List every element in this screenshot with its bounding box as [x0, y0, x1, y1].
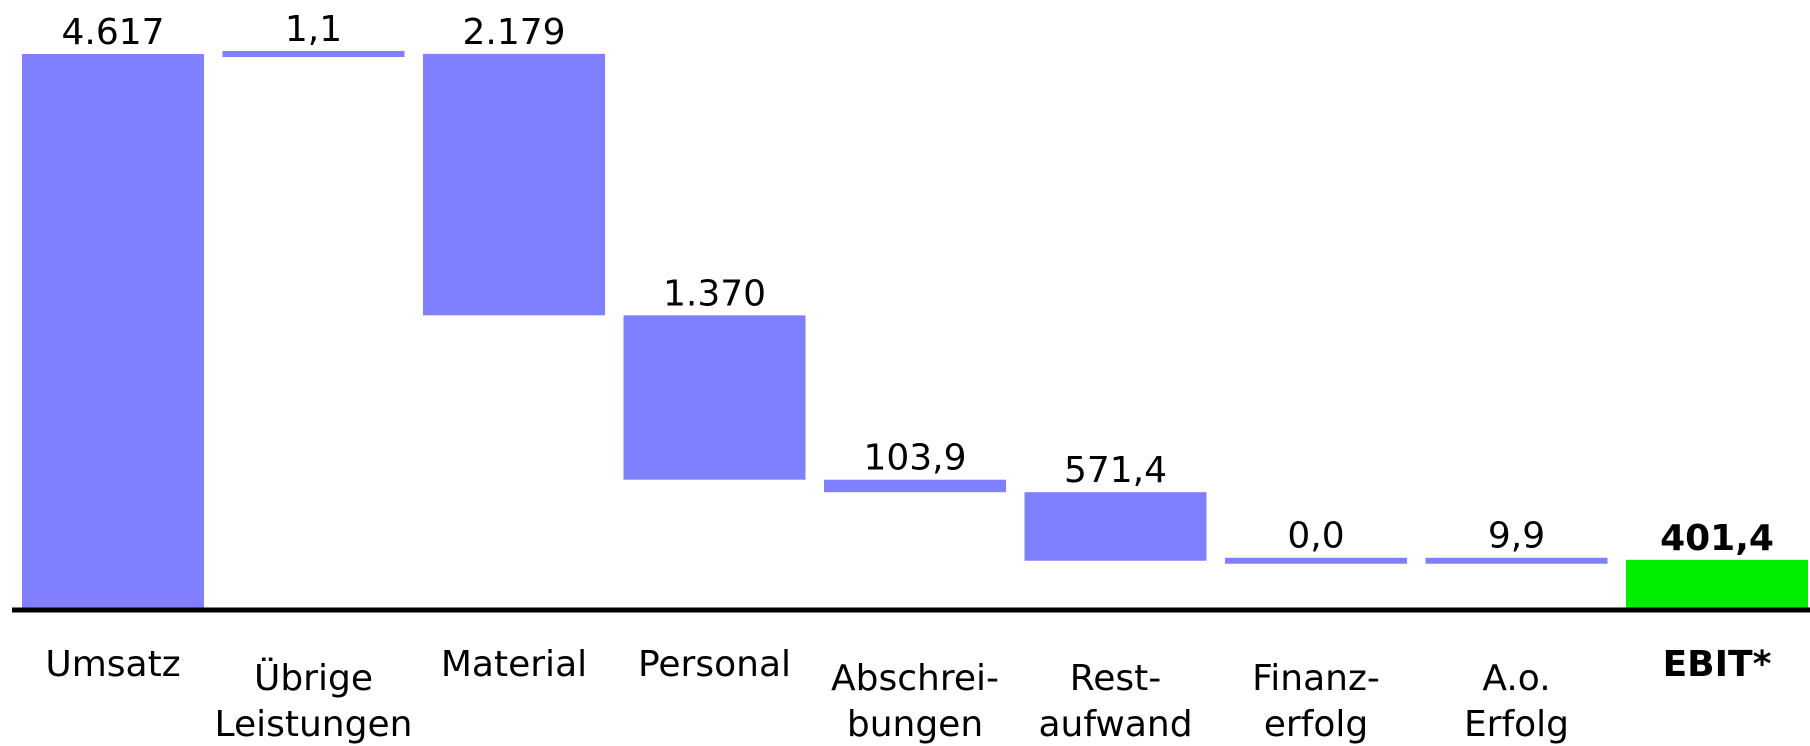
- category-label-line: Leistungen: [215, 704, 413, 745]
- category-label-5: Rest-aufwand: [1038, 658, 1192, 745]
- value-label-7: 9,9: [1488, 516, 1545, 557]
- bar-4: [824, 479, 1006, 493]
- bar-6: [1225, 557, 1407, 564]
- category-label-line: Personal: [638, 644, 791, 685]
- bar-7: [1425, 557, 1608, 564]
- value-label-4: 103,9: [863, 438, 966, 479]
- category-label-line: A.o.: [1482, 658, 1550, 699]
- category-label-line: Erfolg: [1464, 704, 1569, 745]
- category-label-7: A.o. Erfolg: [1464, 658, 1569, 745]
- category-label-line: EBIT*: [1663, 644, 1772, 685]
- value-label-1: 1,1: [285, 9, 342, 50]
- value-label-6: 0,0: [1287, 516, 1344, 557]
- category-label-3: Personal: [638, 644, 791, 685]
- category-label-line: Übrige: [254, 657, 373, 699]
- value-label-5: 571,4: [1064, 450, 1167, 491]
- category-label-4: Abschrei-bungen: [831, 658, 999, 745]
- category-label-line: bungen: [847, 704, 983, 745]
- bar-5: [1024, 492, 1207, 561]
- value-label-3: 1.370: [663, 273, 766, 314]
- value-label-0: 4.617: [61, 12, 164, 53]
- bar-3: [623, 315, 806, 480]
- category-label-1: Übrige Leistungen: [215, 657, 413, 745]
- category-label-line: Rest-: [1070, 658, 1161, 699]
- category-label-8: EBIT*: [1663, 644, 1772, 685]
- category-label-6: Finanz-erfolg: [1252, 658, 1380, 745]
- category-label-line: Finanz-: [1252, 658, 1380, 699]
- value-label-2: 2.179: [462, 12, 565, 53]
- category-labels-group: Umsatz Übrige Leistungen Material Personal Ab…: [45, 644, 1771, 745]
- category-label-line: Material: [441, 644, 587, 685]
- category-label-0: Umsatz: [45, 644, 180, 685]
- bar-2: [423, 53, 605, 316]
- category-label-line: aufwand: [1038, 704, 1192, 745]
- category-label-line: erfolg: [1264, 704, 1369, 745]
- category-label-line: Abschrei-: [831, 658, 999, 699]
- bars-group: [22, 51, 1808, 608]
- value-label-8: 401,4: [1660, 518, 1774, 559]
- bar-0: [22, 54, 204, 608]
- value-labels-group: 4.617 1,1 2.179 1.370 103,9 571,4 0,0 9,9 401,4: [61, 9, 1773, 559]
- category-label-line: Umsatz: [45, 644, 180, 685]
- category-label-2: Material: [441, 644, 587, 685]
- bar-1: [222, 51, 405, 57]
- bar-8: [1626, 559, 1808, 608]
